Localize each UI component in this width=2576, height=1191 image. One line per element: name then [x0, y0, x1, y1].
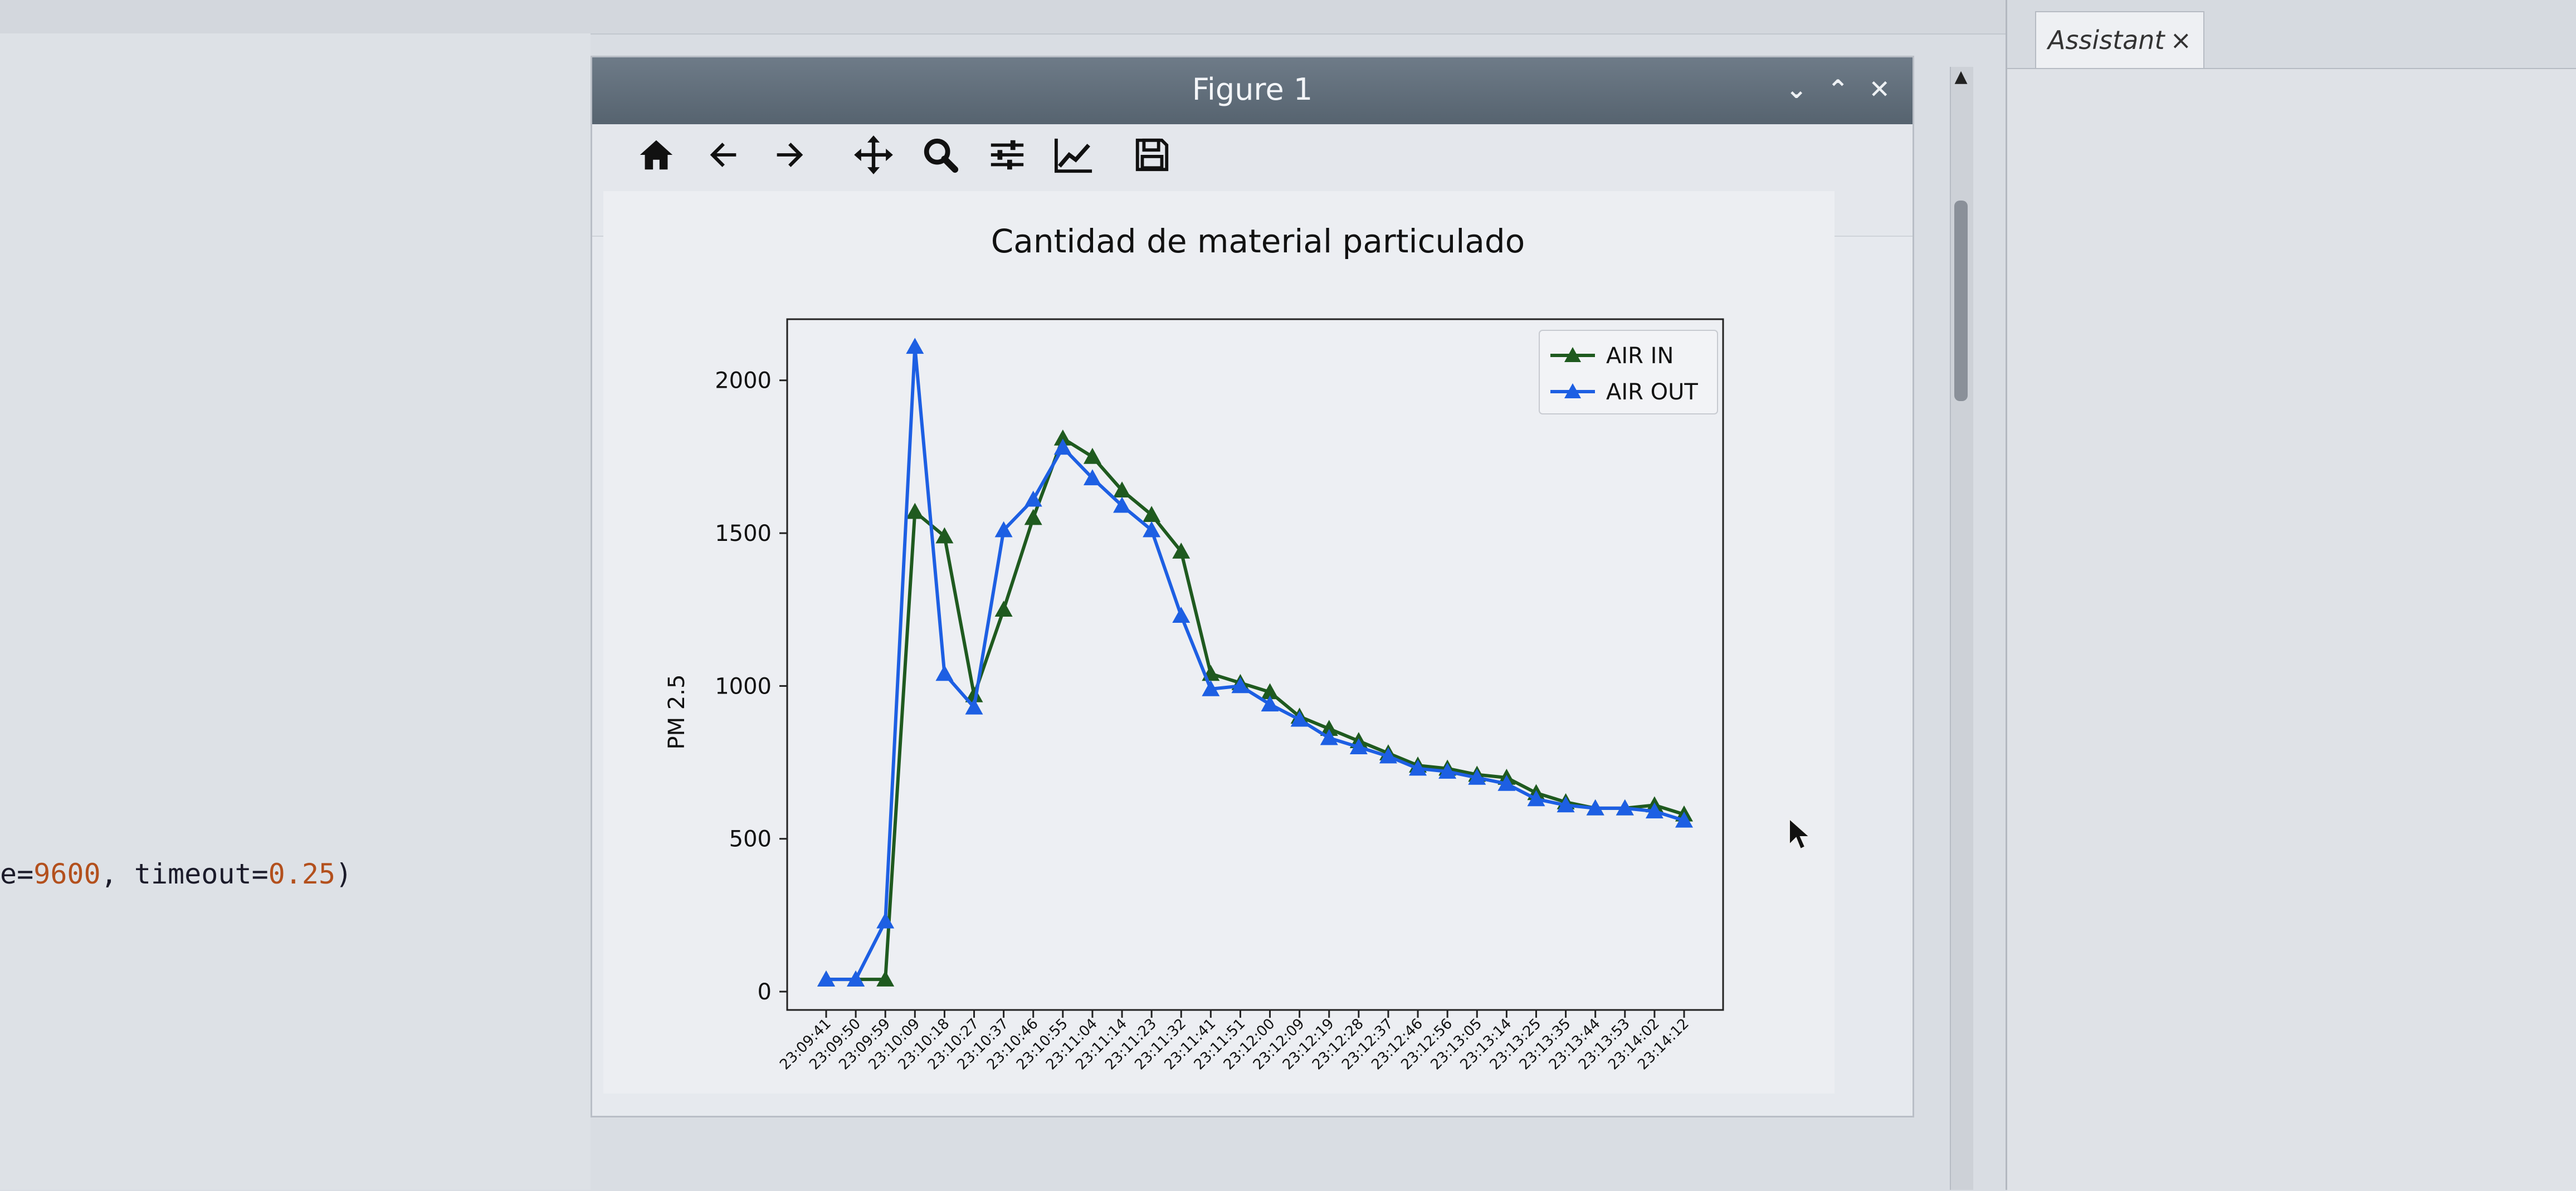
code-text: ) [335, 858, 353, 890]
data-point [1261, 683, 1279, 700]
y-axis: 0 500 1000 1500 2000 [715, 368, 787, 1005]
y-tick-label: 1500 [715, 521, 772, 546]
minimize-icon[interactable]: ⌄ [1785, 74, 1807, 104]
legend-label: AIR IN [1606, 343, 1674, 369]
data-point [1645, 802, 1663, 819]
data-point [1261, 695, 1279, 712]
edit-axis-icon[interactable] [1049, 130, 1099, 180]
code-text: , timeout= [100, 858, 269, 890]
assistant-tab-label: Assistant [2047, 25, 2165, 55]
legend: AIR IN AIR OUT [1539, 330, 1718, 414]
data-point [1202, 680, 1220, 696]
scrollbar-thumb[interactable] [1954, 201, 1968, 401]
chart-title: Cantidad de material particulado [991, 222, 1525, 260]
data-point [817, 970, 835, 987]
legend-label: AIR OUT [1606, 379, 1698, 405]
code-number: 9600 [33, 858, 101, 890]
y-tick-label: 0 [758, 979, 772, 1005]
data-point [1468, 769, 1486, 785]
data-point [1083, 447, 1101, 464]
save-icon[interactable] [1127, 130, 1177, 180]
y-tick-label: 1000 [715, 673, 772, 699]
data-point [1053, 429, 1072, 446]
data-point [994, 521, 1013, 538]
data-point [1320, 720, 1338, 736]
axes-frame [786, 318, 1724, 1011]
back-icon[interactable] [698, 130, 748, 180]
legend-marker [1564, 383, 1581, 398]
configure-subplots-icon[interactable] [982, 130, 1032, 180]
data-point [1497, 774, 1516, 791]
scroll-up-icon[interactable]: ▲ [1954, 67, 1968, 86]
code-text: e= [0, 858, 34, 890]
window-controls: ⌄ ⌃ ✕ [1785, 74, 1890, 104]
data-point [935, 527, 954, 544]
data-point [1113, 496, 1131, 513]
data-point [1053, 438, 1072, 455]
close-icon[interactable]: × [2170, 25, 2192, 55]
home-icon[interactable] [631, 130, 681, 180]
y-tick-label: 2000 [715, 368, 772, 394]
legend-marker [1564, 347, 1581, 362]
assistant-panel: Assistant × [2006, 0, 2576, 1191]
data-point [1172, 542, 1191, 559]
zoom-icon[interactable] [915, 130, 965, 180]
data-point [847, 970, 865, 987]
x-axis: 23:09:4123:09:5023:09:5923:10:0923:10:18… [777, 1010, 1692, 1073]
code-editor[interactable]: e=9600, timeout=0.25) [0, 33, 591, 1190]
data-point [876, 970, 895, 987]
data-point [1231, 677, 1250, 694]
maximize-icon[interactable]: ⌃ [1827, 74, 1849, 104]
data-point [1409, 759, 1427, 776]
data-point [965, 698, 983, 715]
data-point [1143, 521, 1161, 538]
series-layer [817, 338, 1693, 987]
data-point [906, 502, 924, 519]
data-point [1290, 710, 1309, 727]
code-line[interactable]: e=9600, timeout=0.25) [0, 858, 352, 890]
data-point [1586, 799, 1604, 816]
data-point [1616, 799, 1634, 816]
data-point [1083, 469, 1101, 486]
code-number: 0.25 [268, 858, 336, 890]
y-axis-label: PM 2.5 [664, 675, 690, 750]
data-point [965, 686, 983, 702]
data-point [906, 338, 924, 354]
data-point [994, 601, 1013, 617]
assistant-body[interactable] [2007, 68, 2576, 1191]
data-point [1379, 747, 1397, 764]
figure-window: Figure 1 ⌄ ⌃ ✕ [591, 56, 1914, 1117]
plot-canvas[interactable]: Cantidad de material particulado PM 2.5 … [603, 191, 1835, 1094]
data-point [1557, 796, 1575, 813]
figure-titlebar[interactable]: Figure 1 ⌄ ⌃ ✕ [592, 57, 1913, 124]
close-icon[interactable]: ✕ [1868, 74, 1890, 104]
mouse-pointer-icon [1789, 818, 1811, 850]
data-point [1024, 490, 1042, 507]
editor-top-strip [0, 0, 2017, 35]
assistant-tab[interactable]: Assistant × [2035, 11, 2204, 68]
data-point [1113, 481, 1131, 498]
data-point [935, 665, 954, 681]
data-point [1527, 790, 1545, 807]
data-point [1143, 506, 1161, 522]
data-point [1172, 607, 1191, 623]
data-point [876, 912, 895, 929]
data-point [1349, 738, 1368, 754]
pan-icon[interactable] [848, 130, 899, 180]
forward-icon[interactable] [765, 130, 815, 180]
y-tick-label: 500 [729, 827, 772, 852]
figure-title: Figure 1 [1192, 72, 1313, 107]
data-point [1675, 811, 1693, 828]
data-point [1320, 729, 1338, 745]
data-point [1024, 509, 1042, 525]
data-point [1438, 763, 1457, 779]
chart: Cantidad de material particulado PM 2.5 … [664, 222, 1724, 1073]
